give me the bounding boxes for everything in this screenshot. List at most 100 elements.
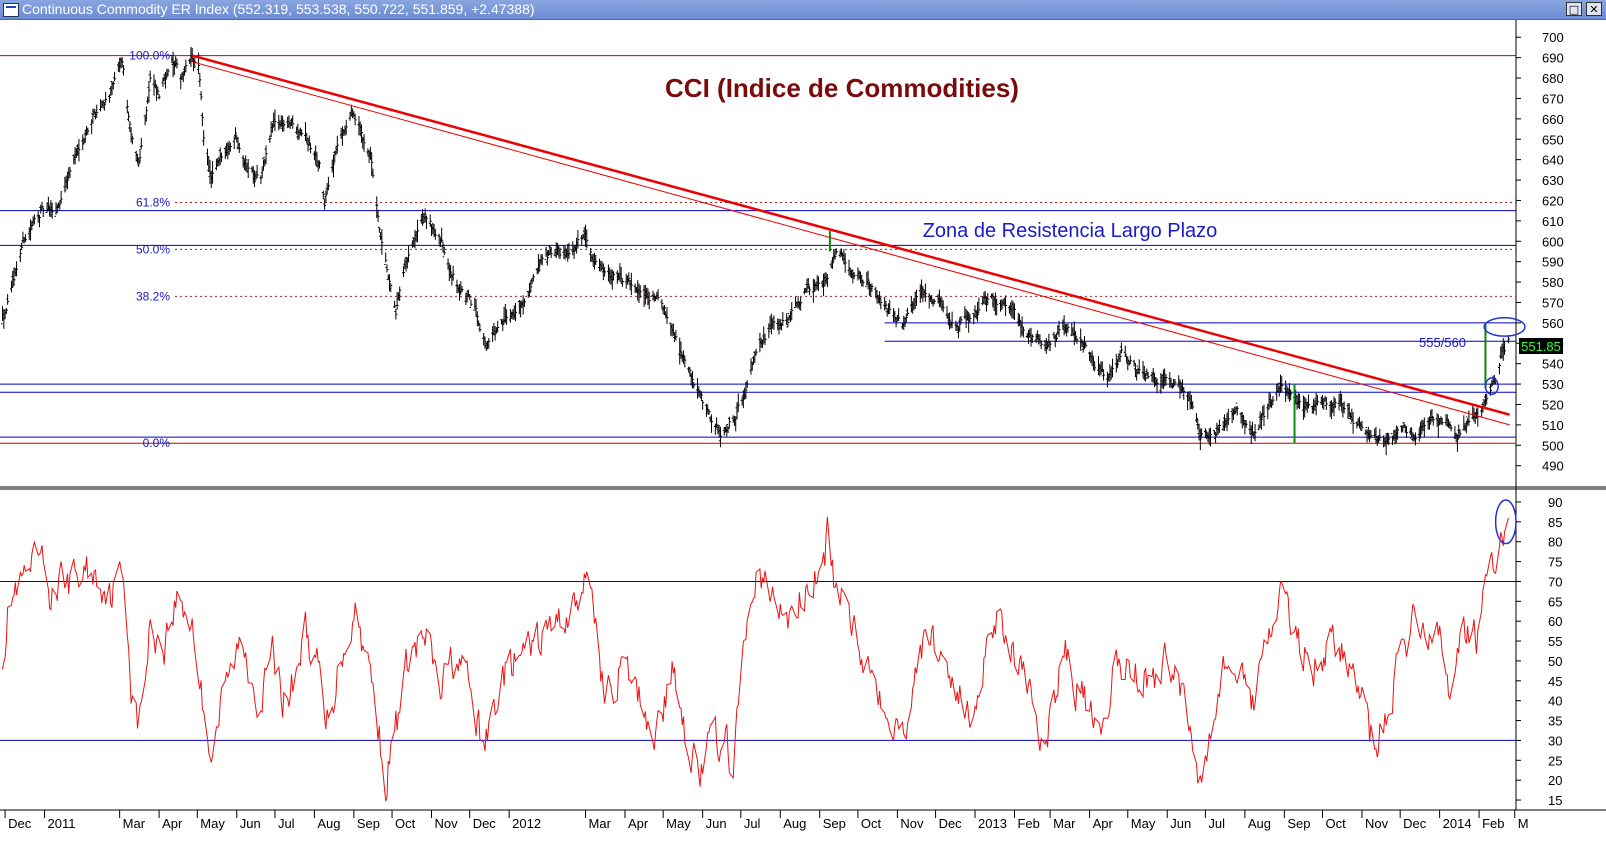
indicator-y-tick-label: 55 bbox=[1548, 634, 1562, 649]
chart-background bbox=[0, 20, 1606, 851]
x-tick-label: May bbox=[200, 816, 225, 831]
chart-window-icon[interactable] bbox=[3, 3, 19, 17]
indicator-line bbox=[2, 516, 1509, 802]
x-tick-label: Feb bbox=[1482, 816, 1504, 831]
price-y-tick-label: 510 bbox=[1542, 418, 1564, 433]
x-tick-label: Jun bbox=[706, 816, 727, 831]
x-tick-label: Jul bbox=[1208, 816, 1225, 831]
price-y-tick-label: 680 bbox=[1542, 71, 1564, 86]
indicator-y-tick-label: 30 bbox=[1548, 733, 1562, 748]
indicator-y-tick-label: 45 bbox=[1548, 674, 1562, 689]
window-title-text: Continuous Commodity ER Index (552.319, … bbox=[22, 0, 535, 19]
price-y-tick-label: 580 bbox=[1542, 275, 1564, 290]
x-tick-label: Apr bbox=[162, 816, 183, 831]
indicator-y-tick-label: 70 bbox=[1548, 574, 1562, 589]
x-tick-label: 2012 bbox=[512, 816, 541, 831]
x-tick-label: Sep bbox=[357, 816, 380, 831]
x-tick-label: Dec bbox=[1403, 816, 1427, 831]
fibonacci-label: 0.0% bbox=[143, 436, 171, 450]
fibonacci-label: 61.8% bbox=[136, 195, 170, 209]
x-tick-label: Dec bbox=[473, 816, 497, 831]
x-tick-label: Nov bbox=[900, 816, 924, 831]
trendline bbox=[192, 61, 1510, 426]
price-y-tick-label: 520 bbox=[1542, 397, 1564, 412]
resistance-zone-label: Zona de Resistencia Largo Plazo bbox=[923, 220, 1218, 242]
price-y-tick-label: 690 bbox=[1542, 51, 1564, 66]
price-ohlc-bars bbox=[1, 46, 1510, 456]
price-y-tick-label: 610 bbox=[1542, 214, 1564, 229]
indicator-y-tick-label: 25 bbox=[1548, 753, 1562, 768]
x-tick-label: Sep bbox=[1287, 816, 1310, 831]
price-y-tick-label: 640 bbox=[1542, 153, 1564, 168]
window-title: Continuous Commodity ER Index bbox=[22, 1, 229, 17]
price-label-text: 551.85 bbox=[1521, 339, 1561, 354]
annotation-circle bbox=[1484, 377, 1499, 396]
x-tick-label: Aug bbox=[783, 816, 806, 831]
price-y-tick-label: 560 bbox=[1542, 316, 1564, 331]
annotation-circles bbox=[1483, 317, 1526, 396]
price-y-tick-label: 620 bbox=[1542, 193, 1564, 208]
indicator-y-tick-label: 85 bbox=[1548, 515, 1562, 530]
x-tick-label: Jun bbox=[1170, 816, 1191, 831]
x-tick-label: Oct bbox=[861, 816, 882, 831]
price-y-tick-label: 630 bbox=[1542, 173, 1564, 188]
price-label-box bbox=[1519, 338, 1563, 354]
chart-svg: 100.0% 61.8% 50.0% 38.2% 0.0% 490 500 510 520 53… bbox=[0, 20, 1606, 851]
level-555-560-label: 555/560 bbox=[1419, 335, 1466, 350]
x-tick-label: Jun bbox=[240, 816, 261, 831]
restore-button[interactable]: □ bbox=[1566, 2, 1582, 16]
x-tick-label: Apr bbox=[628, 816, 649, 831]
indicator-y-tick-label: 90 bbox=[1548, 495, 1562, 510]
trendlines bbox=[191, 54, 1510, 426]
x-tick-label: Nov bbox=[1365, 816, 1389, 831]
indicator-y-tick-label: 40 bbox=[1548, 694, 1562, 709]
chart-area: 100.0% 61.8% 50.0% 38.2% 0.0% 490 500 510 520 53… bbox=[0, 20, 1606, 851]
x-tick-label: 2014 bbox=[1443, 816, 1472, 831]
fibonacci-levels: 100.0% 61.8% 50.0% 38.2% 0.0% bbox=[129, 49, 1516, 450]
x-tick-label: Nov bbox=[435, 816, 459, 831]
price-y-tick-label: 540 bbox=[1542, 357, 1564, 372]
x-tick-label: Dec bbox=[8, 816, 32, 831]
price-y-tick-label: 530 bbox=[1542, 377, 1564, 392]
x-tick-label: Oct bbox=[395, 816, 416, 831]
fibonacci-label: 50.0% bbox=[136, 242, 170, 256]
price-y-tick-label: 490 bbox=[1542, 459, 1564, 474]
window-quote: (552.319, 553.538, 550.722, 551.859, +2.… bbox=[232, 1, 535, 17]
price-y-tick-label: 600 bbox=[1542, 234, 1564, 249]
indicator-y-tick-label: 65 bbox=[1548, 594, 1562, 609]
price-y-tick-label: 670 bbox=[1542, 91, 1564, 106]
x-tick-label: Jul bbox=[744, 816, 761, 831]
indicator-y-tick-label: 15 bbox=[1548, 793, 1562, 808]
price-y-tick-label: 650 bbox=[1542, 132, 1564, 147]
x-tick-label: Apr bbox=[1093, 816, 1114, 831]
close-button[interactable]: ✕ bbox=[1586, 2, 1602, 16]
chart-title: CCI (Indice de Commodities) bbox=[665, 73, 1019, 103]
trendline bbox=[191, 54, 1510, 416]
x-tick-label: Aug bbox=[317, 816, 340, 831]
price-y-tick-label: 500 bbox=[1542, 438, 1564, 453]
x-tick-label: May bbox=[666, 816, 691, 831]
fibonacci-label: 100.0% bbox=[129, 49, 170, 63]
indicator-y-tick-label: 20 bbox=[1548, 773, 1562, 788]
x-tick-label: Mar bbox=[589, 816, 612, 831]
window-titlebar[interactable]: Continuous Commodity ER Index (552.319, … bbox=[0, 0, 1606, 20]
indicator-y-tick-label: 75 bbox=[1548, 555, 1562, 570]
x-tick-label: Mar bbox=[123, 816, 146, 831]
indicator-y-tick-label: 80 bbox=[1548, 535, 1562, 550]
x-axis: Dec 2011 Mar Apr May Jun Jul Aug Sep Oct Nov Dec 201… bbox=[4, 810, 1529, 831]
price-y-tick-label: 660 bbox=[1542, 112, 1564, 127]
price-y-tick-label: 700 bbox=[1542, 30, 1564, 45]
price-y-tick-label: 590 bbox=[1542, 255, 1564, 270]
indicator-y-tick-label: 35 bbox=[1548, 714, 1562, 729]
indicator-y-tick-label: 60 bbox=[1548, 614, 1562, 629]
x-tick-label: Feb bbox=[1017, 816, 1039, 831]
indicator-y-tick-label: 50 bbox=[1548, 654, 1562, 669]
price-y-tick-label: 570 bbox=[1542, 295, 1564, 310]
annotation-circle bbox=[1483, 317, 1526, 337]
x-tick-label: M bbox=[1518, 816, 1529, 831]
x-tick-label: Oct bbox=[1326, 816, 1347, 831]
x-tick-label: Sep bbox=[823, 816, 846, 831]
indicator-levels bbox=[0, 580, 1516, 741]
x-tick-label: Dec bbox=[939, 816, 963, 831]
